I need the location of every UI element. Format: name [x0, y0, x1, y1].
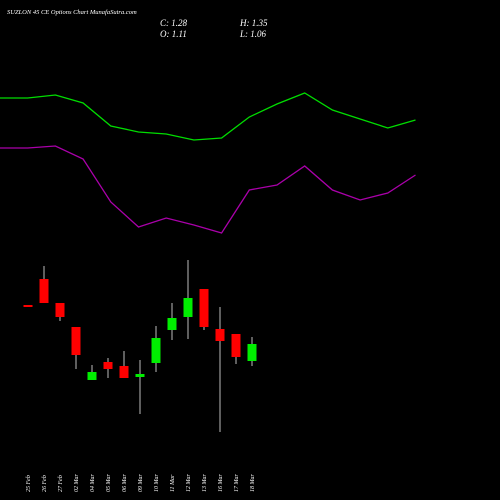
- summary-label: L:: [239, 29, 248, 39]
- x-tick-label: 05 Mar: [106, 474, 112, 492]
- candle-body: [55, 303, 65, 317]
- x-tick-label: 16 Mar: [218, 474, 224, 492]
- x-tick-label: 18 Mar: [250, 474, 256, 492]
- candle-body: [247, 344, 257, 361]
- candle-body: [183, 298, 193, 317]
- summary-label: H:: [239, 18, 250, 28]
- x-tick-label: 10 Mar: [154, 474, 160, 492]
- candle-body: [215, 329, 225, 341]
- candle-body: [199, 289, 209, 327]
- summary-label: O:: [160, 29, 170, 39]
- indicator-line: [0, 92, 416, 141]
- candle-body: [39, 279, 49, 303]
- candle-body: [87, 372, 97, 380]
- summary-open: O: 1.11: [160, 29, 187, 39]
- candle-body: [135, 374, 145, 377]
- x-tick-label: 25 Feb: [26, 475, 32, 492]
- candle-body: [151, 338, 161, 363]
- candle-body: [231, 334, 241, 357]
- summary-label: C:: [160, 18, 169, 28]
- summary-low: L: 1.06: [239, 29, 267, 39]
- x-tick-label: 13 Mar: [202, 474, 208, 492]
- summary-close: C: 1.28: [160, 18, 188, 28]
- x-tick-label: 12 Mar: [186, 474, 192, 492]
- x-tick-label: 11 Mar: [170, 474, 176, 492]
- summary-value: 1.28: [171, 18, 187, 28]
- x-tick-label: 27 Feb: [58, 475, 64, 492]
- summary-high: H: 1.35: [239, 18, 268, 28]
- x-tick-label: 06 Mar: [122, 474, 128, 492]
- indicator-line: [0, 145, 416, 234]
- x-tick-label: 17 Mar: [234, 474, 240, 492]
- summary-value: 1.35: [252, 18, 268, 28]
- candle-body: [103, 362, 113, 369]
- chart-title: SUZLON 45 CE Options Chart MunafaSutra.c…: [7, 9, 137, 16]
- x-tick-label: 26 Feb: [42, 475, 48, 492]
- x-tick-label: 02 Mar: [74, 474, 80, 492]
- x-tick-label: 04 Mar: [89, 474, 96, 492]
- x-tick-label: 09 Mar: [138, 474, 144, 492]
- candle-body: [23, 305, 33, 307]
- candle-body: [167, 318, 177, 330]
- summary-value: 1.06: [250, 29, 266, 39]
- summary-value: 1.11: [172, 29, 187, 39]
- candle-body: [71, 327, 81, 355]
- candle-body: [119, 366, 129, 378]
